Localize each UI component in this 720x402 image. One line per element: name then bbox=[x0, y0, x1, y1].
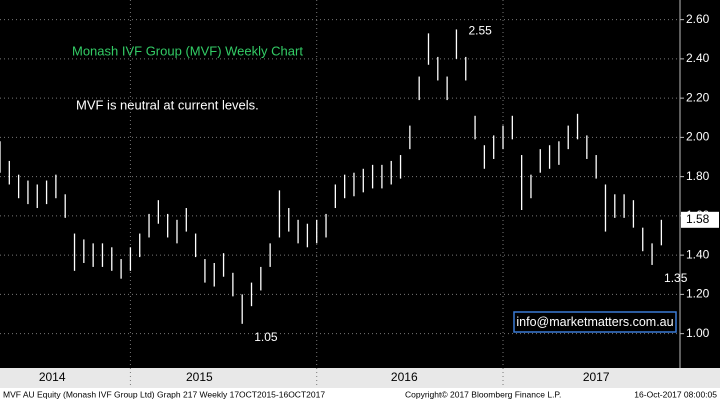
last-price-box bbox=[681, 211, 719, 228]
x-tick-label: 2015 bbox=[186, 370, 213, 384]
annotation: 2.55 bbox=[468, 24, 492, 38]
footer-left: MVF AU Equity (Monash IVF Group Ltd) Gra… bbox=[3, 389, 325, 399]
x-tick-label: 2014 bbox=[39, 370, 66, 384]
y-tick-label: 1.20 bbox=[686, 287, 710, 301]
x-tick-label: 2017 bbox=[583, 370, 610, 384]
footer-right: 16-Oct-2017 08:00:05 bbox=[634, 389, 717, 399]
x-axis-band bbox=[0, 368, 720, 388]
last-price-label: 1.58 bbox=[686, 212, 710, 226]
y-tick-label: 2.20 bbox=[686, 90, 710, 104]
contact-box bbox=[513, 311, 677, 333]
y-tick-label: 1.40 bbox=[686, 247, 710, 261]
y-tick-label: 1.00 bbox=[686, 326, 710, 340]
contact: info@marketmatters.com.au bbox=[516, 315, 673, 329]
annotation: 1.35 bbox=[664, 271, 688, 285]
y-tick-label: 2.00 bbox=[686, 130, 710, 144]
y-tick-label: 2.60 bbox=[686, 12, 710, 26]
y-tick-label: 2.40 bbox=[686, 51, 710, 65]
footer-middle: Copyright© 2017 Bloomberg Finance L.P. bbox=[405, 389, 561, 399]
annotation: 1.05 bbox=[254, 330, 278, 344]
chart-title: Monash IVF Group (MVF) Weekly Chart bbox=[72, 43, 303, 58]
y-tick-label: 1.80 bbox=[686, 169, 710, 183]
x-tick-label: 2016 bbox=[391, 370, 418, 384]
footer-band bbox=[0, 388, 720, 402]
chart-subtitle: MVF is neutral at current levels. bbox=[76, 97, 259, 112]
